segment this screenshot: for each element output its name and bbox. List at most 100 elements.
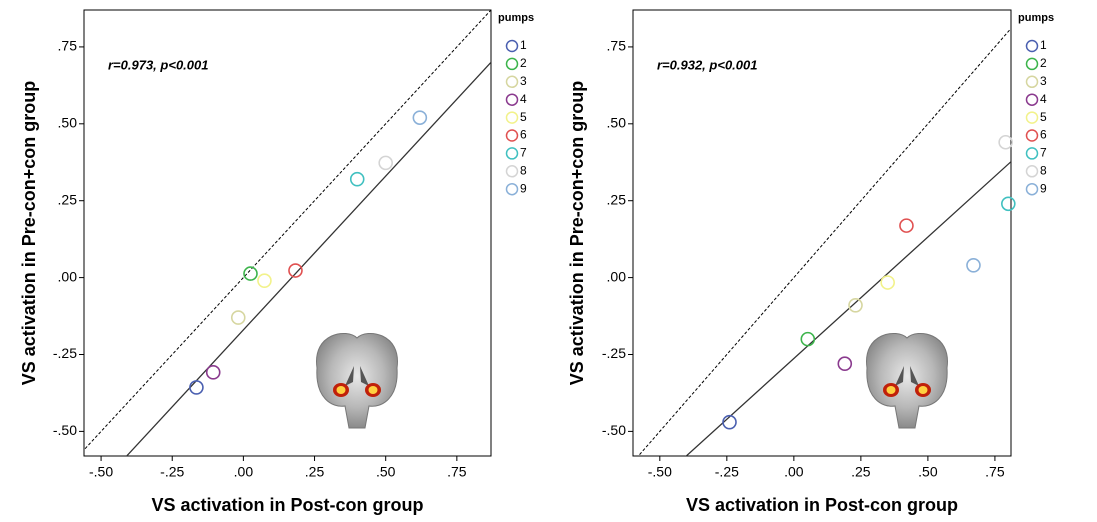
x-tick-label: -.25 [160, 464, 184, 480]
x-axis-title: VS activation in Post-con group [686, 495, 958, 515]
legend-label: 4 [520, 92, 527, 106]
y-tick-label: .25 [607, 191, 627, 207]
legend-label: 3 [520, 74, 527, 88]
legend-label: 4 [1040, 92, 1047, 106]
annotation: r=0.932, p<0.001 [657, 57, 757, 72]
data-point [966, 257, 981, 273]
annotation: r=0.973, p<0.001 [108, 57, 208, 72]
legend-label: 9 [1040, 181, 1047, 195]
activation-core [336, 386, 346, 394]
legend-marker [1025, 75, 1039, 89]
chart-panel: -.50 -.25 .00 .25 .50 .75 -.50 -.25 .00 .25 .50 .75… [19, 9, 534, 515]
data-point [899, 218, 914, 233]
legend-label: 8 [1040, 163, 1047, 177]
y-tick-label: .00 [607, 268, 627, 284]
legend-marker [505, 57, 519, 71]
brain-ventricle [895, 366, 919, 386]
legend-label: 1 [1040, 38, 1047, 52]
legend-label: 6 [1040, 128, 1047, 142]
y-tick-label: .50 [607, 115, 627, 131]
activation-core [918, 386, 928, 394]
data-point [837, 356, 853, 372]
data-point [288, 263, 303, 278]
data-point [189, 380, 204, 395]
legend-marker [505, 39, 519, 53]
y-axis-title: VS activation in Pre-con+con group [19, 81, 39, 386]
legend-marker [1025, 39, 1039, 53]
legend-marker [1025, 93, 1039, 106]
legend-label: 6 [520, 128, 527, 142]
y-tick-label: .00 [58, 268, 78, 284]
data-point [230, 310, 246, 325]
legend-label: 3 [1040, 74, 1047, 88]
data-point [722, 414, 737, 430]
plot-area [84, 10, 491, 456]
data-point [848, 297, 863, 313]
legend-marker [1025, 165, 1039, 178]
data-point [412, 110, 428, 125]
x-axis-title: VS activation in Post-con group [151, 495, 423, 515]
plot-frame [632, 9, 1012, 457]
legend-marker [505, 165, 519, 178]
brain-image [866, 332, 948, 429]
chart-panel: -.50 -.25 .00 .25 .50 .75 -.50 -.25 .00 .25 .50 .75… [567, 9, 1054, 515]
y-tick-label: .75 [58, 38, 78, 54]
legend-label: 9 [520, 181, 527, 195]
brain-image [316, 332, 398, 429]
legend-marker [1025, 147, 1039, 160]
y-tick-label: -.25 [53, 345, 77, 361]
data-point [205, 365, 221, 380]
legend-title: pumps [498, 12, 534, 24]
brain-ventricle [345, 366, 369, 386]
activation-core [368, 386, 378, 394]
data-point [800, 331, 816, 347]
fit-line [685, 161, 1011, 456]
legend-label: 7 [1040, 146, 1047, 160]
legend-marker [505, 129, 519, 142]
y-tick-label: .50 [58, 115, 78, 131]
data-point [998, 134, 1013, 150]
legend-label: 5 [520, 110, 527, 124]
data-point [257, 273, 272, 288]
legend-marker [505, 111, 519, 124]
legend-marker [1025, 129, 1039, 142]
activation-core [886, 386, 896, 394]
legend-marker [1025, 182, 1039, 196]
legend-marker [1025, 111, 1039, 124]
legend-label: 2 [1040, 56, 1047, 70]
legend-title: pumps [1018, 12, 1054, 24]
x-tick-label: -.50 [89, 464, 113, 480]
legend-label: 2 [520, 56, 527, 70]
x-tick-label: .75 [447, 464, 467, 480]
legend-label: 5 [1040, 110, 1047, 124]
x-tick-label: .50 [376, 464, 396, 480]
data-point [378, 155, 393, 171]
legend-marker [505, 147, 519, 160]
x-tick-label: -.50 [648, 464, 672, 480]
x-tick-label: .00 [784, 464, 804, 480]
identity-line [84, 10, 491, 451]
legend-label: 1 [520, 38, 527, 52]
x-tick-label: -.25 [715, 464, 739, 480]
y-tick-label: .75 [607, 38, 627, 54]
y-tick-label: -.50 [602, 422, 626, 438]
x-tick-label: .75 [985, 464, 1005, 480]
y-tick-label: .25 [58, 191, 78, 207]
x-tick-label: .25 [851, 464, 871, 480]
data-point [880, 275, 895, 290]
plot-area [637, 27, 1011, 456]
legend-marker [505, 93, 519, 106]
y-tick-label: -.25 [602, 345, 626, 361]
legend-marker [505, 182, 519, 196]
legend-label: 8 [520, 163, 527, 177]
legend-marker [1025, 57, 1039, 71]
data-point [243, 266, 258, 281]
legend-label: 7 [520, 146, 527, 160]
legend-marker [505, 75, 519, 89]
data-point [349, 171, 365, 187]
y-tick-label: -.50 [53, 422, 77, 438]
plot-frame [83, 9, 492, 457]
fit-line [125, 61, 491, 456]
x-tick-label: .00 [234, 464, 254, 480]
